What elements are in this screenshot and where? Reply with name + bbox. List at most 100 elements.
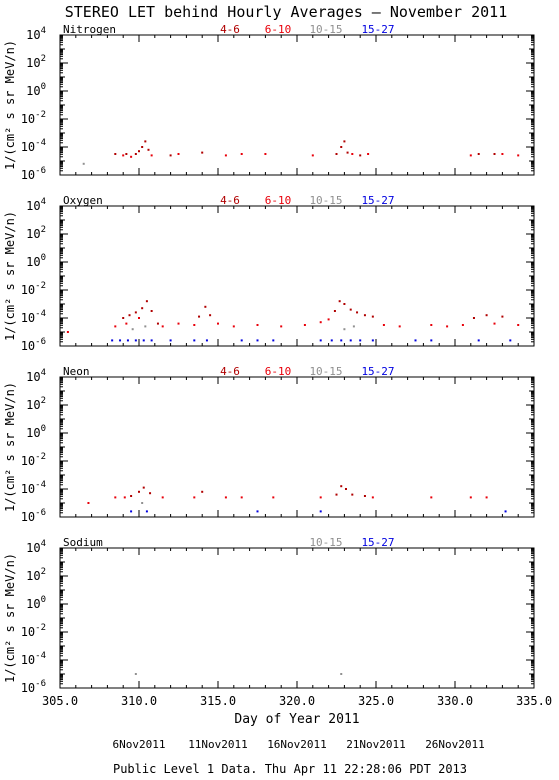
data-point-15-27	[371, 339, 374, 342]
data-point-6-10	[367, 153, 370, 155]
x-axis-label: Day of Year 2011	[234, 712, 359, 727]
data-point-4-6	[141, 146, 144, 148]
data-point-15-27	[169, 339, 172, 342]
data-point-6-10	[461, 324, 464, 326]
legend-10-15: 10-15	[309, 365, 342, 378]
data-point-6-10	[398, 325, 401, 328]
data-point-10-15	[131, 328, 134, 331]
data-point-15-27	[319, 339, 322, 342]
y-tick-label: 10-6	[21, 508, 46, 524]
data-point-15-27	[477, 339, 480, 342]
y-tick-label: 100	[26, 82, 46, 98]
date-labels: 6Nov2011 11Nov2011 16Nov2011 21Nov2011 26Nov…	[113, 738, 485, 751]
data-point-4-6	[351, 493, 354, 496]
footer-text: Public Level 1 Data. Thu Apr 11 22:28:06…	[113, 762, 467, 776]
data-point-4-6	[201, 151, 204, 154]
x-tick-label: 330.0	[437, 694, 473, 708]
data-point-6-10	[193, 496, 196, 499]
plot-frame	[59, 34, 535, 176]
date-label: 21Nov2011	[346, 738, 406, 751]
data-point-6-10	[240, 153, 243, 155]
y-tick-label: 10-4	[21, 138, 46, 154]
data-point-6-10	[217, 322, 219, 325]
panel-label: Sodium	[63, 536, 103, 549]
date-label: 16Nov2011	[267, 738, 327, 751]
data-point-15-27	[205, 339, 208, 342]
data-point-4-6	[340, 146, 343, 148]
date-label: 11Nov2011	[188, 738, 248, 751]
legend-6-10: 6-10	[265, 23, 292, 36]
plot-frame	[59, 547, 535, 689]
data-point-6-10	[371, 496, 374, 499]
data-point-6-10	[311, 154, 314, 157]
legend-15-27: 15-27	[361, 194, 394, 207]
data-point-6-10	[327, 318, 330, 321]
data-point-10-15	[144, 325, 147, 328]
data-point-4-6	[335, 493, 338, 496]
data-point-4-6	[340, 485, 343, 488]
data-point-6-10	[177, 153, 180, 155]
data-point-15-27	[119, 339, 122, 342]
data-point-15-27	[272, 339, 275, 342]
x-tick-label: 310.0	[121, 694, 157, 708]
data-point-4-6	[344, 488, 347, 490]
data-point-4-6	[149, 492, 152, 495]
y-tick-label: 104	[26, 539, 46, 555]
data-point-4-6	[141, 307, 144, 310]
panel-label: Neon	[63, 365, 90, 378]
data-point-6-10	[256, 324, 259, 326]
y-tick-label: 10-6	[21, 166, 46, 182]
panel-label: Nitrogen	[63, 23, 116, 36]
data-point-6-10	[130, 155, 133, 158]
data-point-10-15	[141, 502, 144, 504]
data-point-15-27	[359, 339, 362, 342]
y-axis-label: 1/(cm² s sr MeV/n)	[3, 553, 17, 683]
data-point-4-6	[169, 154, 172, 157]
data-point-6-10	[351, 153, 354, 155]
panel-oxygen: 104 102 100 10-2 10-4 10-6 1/(cm² s sr MeV/n) O…	[3, 194, 535, 353]
data-point-4-6	[138, 490, 140, 493]
data-point-4-6	[204, 305, 207, 308]
panel-sodium: 104 102 100 10-2 10-4 10-6 1/(cm² s sr MeV/n) S…	[3, 536, 552, 708]
x-tick-label: 335.0	[516, 694, 552, 708]
data-point-6-10	[224, 154, 227, 157]
data-point-6-10	[485, 496, 488, 499]
y-tick-label: 10-4	[21, 309, 46, 325]
data-point-6-10	[303, 324, 306, 326]
data-point-15-27	[142, 339, 145, 342]
data-point-6-10	[430, 324, 433, 326]
y-tick-label: 100	[26, 424, 46, 440]
data-point-4-6	[485, 314, 488, 317]
y-axis-label: 1/(cm² s sr MeV/n)	[3, 382, 17, 512]
data-point-4-6	[130, 495, 133, 497]
x-tick-label: 315.0	[200, 694, 236, 708]
y-tick-label: 104	[26, 197, 46, 213]
y-axis-label: 1/(cm² s sr MeV/n)	[3, 211, 17, 341]
y-tick-label: 102	[26, 396, 46, 412]
y-tick-label: 10-2	[21, 110, 46, 126]
legend-15-27: 15-27	[361, 23, 394, 36]
data-point-4-6	[209, 314, 212, 317]
data-point-4-6	[493, 153, 496, 155]
data-point-10-15	[352, 325, 355, 328]
data-point-6-10	[517, 324, 520, 326]
data-point-4-6	[147, 148, 150, 151]
data-point-6-10	[501, 153, 504, 155]
data-point-6-10	[138, 317, 140, 319]
data-point-6-10	[232, 325, 235, 328]
data-point-10-15	[340, 673, 343, 675]
data-point-4-6	[343, 303, 346, 305]
data-point-4-6	[501, 315, 504, 318]
data-point-4-6	[359, 154, 362, 157]
legend-15-27: 15-27	[361, 536, 394, 549]
legend-4-6: 4-6	[220, 23, 240, 36]
data-point-15-27	[319, 510, 322, 513]
data-point-4-6	[472, 317, 475, 319]
data-point-6-10	[87, 502, 90, 504]
data-point-6-10	[382, 324, 385, 326]
y-tick-label: 10-6	[21, 679, 46, 695]
y-tick-label: 10-4	[21, 651, 46, 667]
data-point-6-10	[125, 322, 128, 325]
legend-10-15: 10-15	[309, 23, 342, 36]
